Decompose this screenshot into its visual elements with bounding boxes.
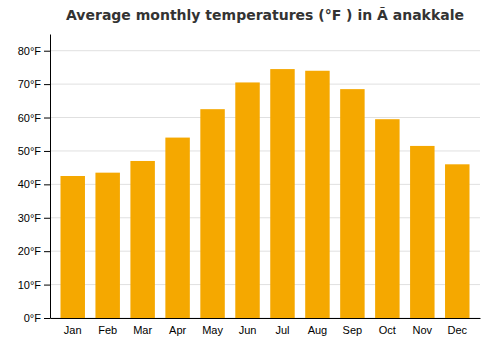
tick: 20°F — [18, 245, 50, 257]
y-axis: 0°F 10°F 20°F 30°F 40°F 50°F 60°F 70°F 80°F — [18, 35, 51, 325]
tick-mark — [44, 151, 50, 152]
tick-mark — [44, 51, 50, 52]
bar — [375, 119, 399, 318]
tick-label: Jul — [275, 324, 289, 336]
tick-label: 70°F — [18, 78, 42, 90]
tick-label: Aug — [308, 324, 328, 336]
axis-line — [50, 35, 51, 319]
tick-label: Oct — [379, 324, 396, 336]
grid-line — [50, 117, 480, 118]
tick: May — [202, 324, 223, 336]
tick: 30°F — [18, 212, 50, 224]
tick-label: Dec — [447, 324, 467, 336]
bar — [340, 89, 364, 318]
x-axis: Jan Feb Mar Apr May Jun Jul Aug Sep Oct Nov Dec — [51, 319, 481, 336]
tick: 60°F — [18, 112, 50, 124]
tick-label: 0°F — [24, 312, 42, 324]
tick: Feb — [98, 324, 117, 336]
tick: Jan — [64, 324, 82, 336]
tick-label: 60°F — [18, 112, 42, 124]
tick: 40°F — [18, 178, 50, 190]
plot-area: Jan Feb Mar Apr May Jun Jul Aug Sep Oct Nov Dec 0°F 1… — [18, 35, 481, 336]
bar — [270, 69, 294, 318]
tick: 80°F — [18, 45, 50, 57]
tick-mark — [44, 285, 50, 286]
tick: Mar — [133, 324, 152, 336]
tick: Jun — [239, 324, 257, 336]
bar — [200, 109, 224, 318]
tick: Aug — [308, 324, 328, 336]
tick: 70°F — [18, 78, 50, 90]
tick: Oct — [379, 324, 396, 336]
tick-label: Sep — [343, 324, 363, 336]
axis-line — [51, 318, 481, 319]
chart: Jan Feb Mar Apr May Jun Jul Aug Sep Oct Nov Dec 0°F 1… — [0, 0, 500, 350]
bar — [60, 176, 84, 318]
tick: 50°F — [18, 145, 50, 157]
tick-label: Jun — [239, 324, 257, 336]
tick-label: Mar — [133, 324, 152, 336]
tick: 0°F — [24, 312, 50, 324]
bar — [95, 173, 119, 318]
tick-label: May — [202, 324, 223, 336]
tick: Apr — [169, 324, 186, 336]
bar — [165, 138, 189, 318]
bar — [410, 146, 434, 318]
tick-label: 80°F — [18, 45, 42, 57]
tick: Dec — [447, 324, 467, 336]
tick: 10°F — [18, 279, 50, 291]
tick-label: Feb — [98, 324, 117, 336]
grid-line — [50, 84, 480, 85]
tick-label: 10°F — [18, 279, 42, 291]
tick-label: 30°F — [18, 212, 42, 224]
tick: Nov — [413, 324, 433, 336]
tick-label: Nov — [413, 324, 433, 336]
bars — [60, 69, 469, 318]
grid-line — [50, 50, 480, 51]
tick-mark — [44, 118, 50, 119]
bar — [130, 161, 154, 318]
bar — [445, 164, 469, 318]
bar — [235, 82, 259, 318]
tick-label: 20°F — [18, 245, 42, 257]
tick-mark — [44, 184, 50, 185]
tick-mark — [44, 251, 50, 252]
tick-mark — [44, 318, 50, 319]
title: Average monthly temperatures (°F ) in Ã … — [66, 7, 464, 23]
tick: Sep — [343, 324, 363, 336]
tick-mark — [44, 218, 50, 219]
tick-label: Jan — [64, 324, 82, 336]
tick-label: Apr — [169, 324, 186, 336]
bar — [305, 71, 329, 318]
tick-label: 40°F — [18, 178, 42, 190]
tick-label: 50°F — [18, 145, 42, 157]
tick-mark — [44, 84, 50, 85]
grid — [50, 51, 480, 318]
tick: Jul — [275, 324, 289, 336]
